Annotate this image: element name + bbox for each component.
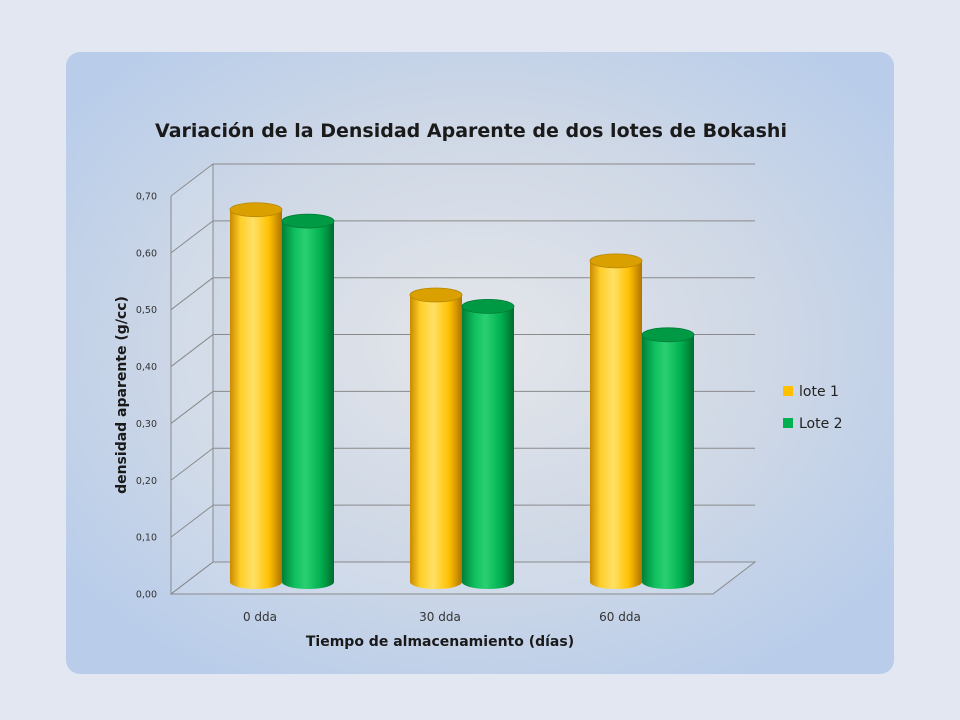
gridline: [170, 277, 214, 311]
bar-top: [409, 287, 463, 303]
bar-top: [641, 327, 695, 343]
legend: lote 1 Lote 2: [783, 384, 843, 432]
x-tick-label: 60 dda: [599, 610, 641, 624]
y-axis-title: densidad aparente (g/cc): [114, 296, 130, 494]
bars: [229, 202, 695, 589]
bar: [462, 306, 514, 589]
gridline: [170, 163, 214, 197]
legend-label: Lote 2: [799, 416, 843, 432]
gridline: [170, 334, 214, 367]
y-tick-label: 0,00: [136, 590, 157, 601]
bar: [282, 221, 334, 589]
gridline: [170, 447, 214, 481]
x-tick-label: 0 dda: [243, 610, 277, 624]
legend-label: lote 1: [799, 384, 839, 400]
gridline: [170, 561, 214, 595]
y-tick-label: 0,10: [136, 533, 157, 544]
bar: [590, 260, 642, 589]
y-tick-label: 0,60: [136, 248, 157, 259]
y-tick-label: 0,20: [136, 476, 157, 487]
legend-swatch: [783, 386, 793, 396]
y-tick-label: 0,40: [136, 362, 157, 373]
x-tick-label: 30 dda: [419, 610, 461, 624]
x-axis-title: Tiempo de almacenamiento (días): [306, 634, 574, 650]
bar-top: [589, 253, 643, 269]
bar: [642, 334, 694, 589]
bar-top: [281, 213, 335, 229]
gridline: [170, 504, 214, 538]
gridline: [170, 220, 214, 254]
bar: [230, 209, 282, 589]
chart-title: Variación de la Densidad Aparente de dos…: [155, 120, 787, 142]
bar: [410, 295, 462, 589]
legend-swatch: [783, 418, 793, 428]
y-tick-label: 0,70: [136, 191, 157, 202]
gridline: [170, 391, 214, 424]
side-wall: [171, 163, 213, 595]
bar-top: [461, 298, 515, 314]
y-axis-ticks: 0,00 0,10 0,20 0,30 0,40 0,50 0,60 0,70: [136, 191, 157, 600]
y-tick-label: 0,50: [136, 305, 157, 316]
y-tick-label: 0,30: [136, 419, 157, 430]
bar-top: [229, 202, 283, 218]
x-axis-labels: 0 dda 30 dda 60 dda: [243, 610, 641, 624]
